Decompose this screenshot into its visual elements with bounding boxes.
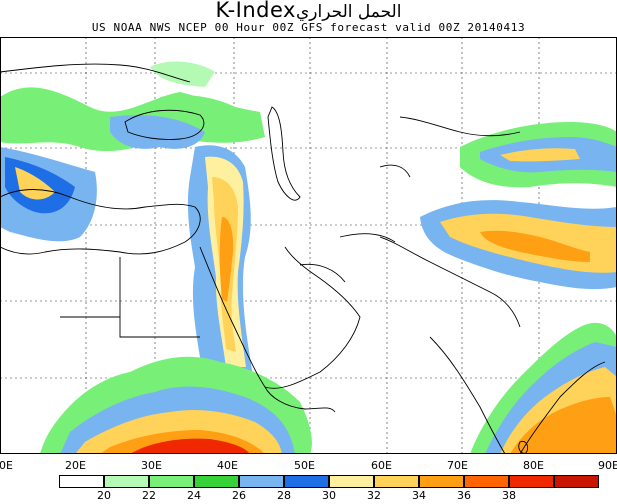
- scale-swatch: [194, 475, 239, 488]
- scale-swatch: [239, 475, 284, 488]
- scale-label: 36: [457, 489, 471, 502]
- lon-label: 10E: [0, 459, 13, 472]
- scale-swatch: [554, 475, 599, 488]
- scale-label: 30: [322, 489, 336, 502]
- coastlines: [0, 63, 606, 454]
- scale-label: 26: [232, 489, 246, 502]
- scale-swatch: [419, 475, 464, 488]
- scale-swatch: [149, 475, 194, 488]
- lon-label: 80E: [523, 459, 544, 472]
- chart-title: K-Indexالحمل الحراري: [0, 0, 617, 22]
- lon-label: 60E: [371, 459, 392, 472]
- scale-swatch: [59, 475, 104, 488]
- scale-label: 32: [367, 489, 381, 502]
- k-index-shading: [0, 61, 617, 454]
- scale-label: 24: [187, 489, 201, 502]
- lon-label: 20E: [65, 459, 86, 472]
- scale-swatch: [284, 475, 329, 488]
- title-arabic: الحمل الحراري: [295, 2, 402, 22]
- scale-label: 28: [277, 489, 291, 502]
- lon-label: 50E: [294, 459, 315, 472]
- scale-label: 34: [412, 489, 426, 502]
- scale-swatch: [374, 475, 419, 488]
- lon-label: 30E: [141, 459, 162, 472]
- title-main: K-Index: [215, 0, 296, 22]
- chart-subtitle: US NOAA NWS NCEP 00 Hour 00Z GFS forecas…: [91, 21, 526, 34]
- lon-label: 90E: [598, 459, 617, 472]
- lon-label: 70E: [447, 459, 468, 472]
- scale-label: 20: [97, 489, 111, 502]
- scale-label: 22: [142, 489, 156, 502]
- lon-label: 40E: [217, 459, 238, 472]
- scale-swatch: [464, 475, 509, 488]
- k-index-map: [0, 37, 617, 454]
- scale-label: 38: [502, 489, 516, 502]
- scale-swatch: [329, 475, 374, 488]
- scale-swatch: [104, 475, 149, 488]
- scale-swatch: [509, 475, 554, 488]
